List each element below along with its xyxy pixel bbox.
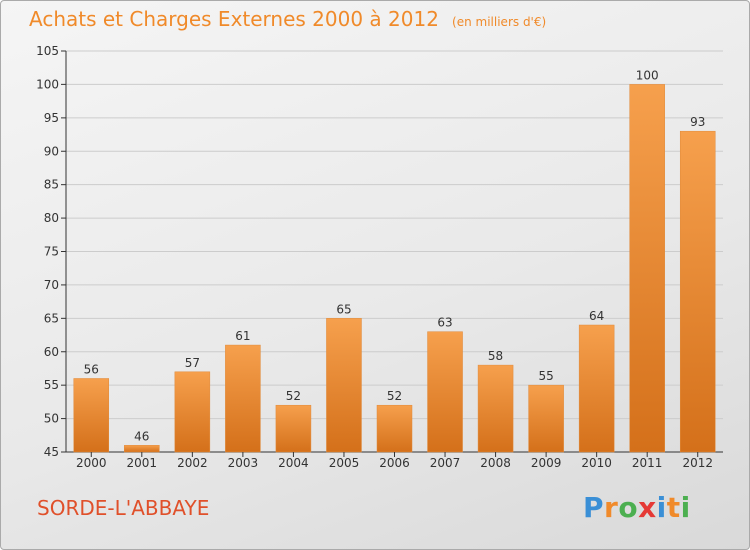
logo-letter: x [638, 491, 657, 524]
bar-2001 [124, 445, 160, 453]
x-tick-label: 2006 [379, 456, 410, 470]
y-tick-label: 45 [44, 445, 59, 459]
value-label-2012: 93 [690, 115, 705, 129]
x-tick-label: 2000 [76, 456, 107, 470]
x-axis-ticks: 2000 2001 2002 2003 2004 2005 2006 2007 2008 2009… [76, 452, 713, 470]
value-label-2010: 64 [589, 309, 604, 323]
value-label-2003: 61 [235, 329, 250, 343]
bar-2003 [225, 344, 261, 453]
bars [73, 84, 716, 453]
value-label-2002: 57 [185, 356, 200, 370]
value-label-2000: 56 [84, 362, 99, 376]
x-tick-label: 2003 [228, 456, 259, 470]
y-tick-label: 90 [44, 144, 59, 158]
bar-2008 [477, 364, 514, 453]
y-tick-label: 75 [44, 245, 59, 259]
y-tick-label: 55 [44, 378, 59, 392]
y-tick-label: 60 [44, 345, 59, 359]
bar-2005 [326, 318, 362, 453]
x-tick-label: 2002 [177, 456, 208, 470]
logo-letter: i [680, 491, 691, 524]
y-tick-label: 85 [44, 178, 59, 192]
bar-2009 [528, 384, 564, 453]
value-label-2006: 52 [387, 389, 402, 403]
bar-2012 [679, 130, 716, 453]
bar-2007 [427, 331, 463, 453]
value-label-2007: 63 [437, 316, 452, 330]
logo-letter: i [656, 491, 667, 524]
y-tick-label: 95 [44, 111, 59, 125]
bar-2002 [174, 371, 211, 453]
y-tick-label: 70 [44, 278, 59, 292]
proxiti-logo[interactable]: Proxiti [583, 491, 691, 524]
y-tick-label: 80 [44, 211, 59, 225]
x-tick-label: 2009 [531, 456, 562, 470]
x-tick-label: 2007 [430, 456, 461, 470]
title-row: Achats et Charges Externes 2000 à 2012 (… [29, 7, 546, 31]
value-label-2008: 58 [488, 349, 503, 363]
value-label-2011: 100 [636, 68, 659, 82]
y-tick-label: 100 [36, 77, 59, 91]
x-tick-label: 2010 [581, 456, 612, 470]
value-label-2004: 52 [286, 389, 301, 403]
value-label-2009: 55 [538, 369, 553, 383]
bar-2006 [376, 404, 413, 453]
commune-name: SORDE-L'ABBAYE [37, 496, 210, 520]
x-tick-label: 2008 [480, 456, 511, 470]
chart-title: Achats et Charges Externes 2000 à 2012 [29, 7, 439, 31]
logo-letter: o [618, 491, 639, 524]
y-tick-label: 105 [36, 44, 59, 58]
value-label-2001: 46 [134, 429, 149, 443]
x-tick-label: 2004 [278, 456, 309, 470]
bar-2011 [629, 84, 665, 453]
x-tick-label: 2005 [329, 456, 360, 470]
x-tick-label: 2011 [632, 456, 663, 470]
logo-letter: r [604, 491, 619, 524]
bar-2010 [578, 324, 615, 453]
bar-2004 [275, 404, 312, 453]
logo-letter: t [666, 491, 681, 524]
x-tick-label: 2012 [682, 456, 713, 470]
bar-2000 [73, 378, 110, 453]
value-labels: 56 46 57 61 52 65 52 63 58 55 64 100 93 [84, 68, 706, 443]
y-tick-label: 50 [44, 412, 59, 426]
logo-letter: P [583, 491, 605, 524]
x-tick-label: 2001 [127, 456, 158, 470]
chart-subtitle: (en milliers d'€) [452, 15, 547, 29]
y-tick-label: 65 [44, 311, 59, 325]
value-label-2005: 65 [336, 302, 351, 316]
